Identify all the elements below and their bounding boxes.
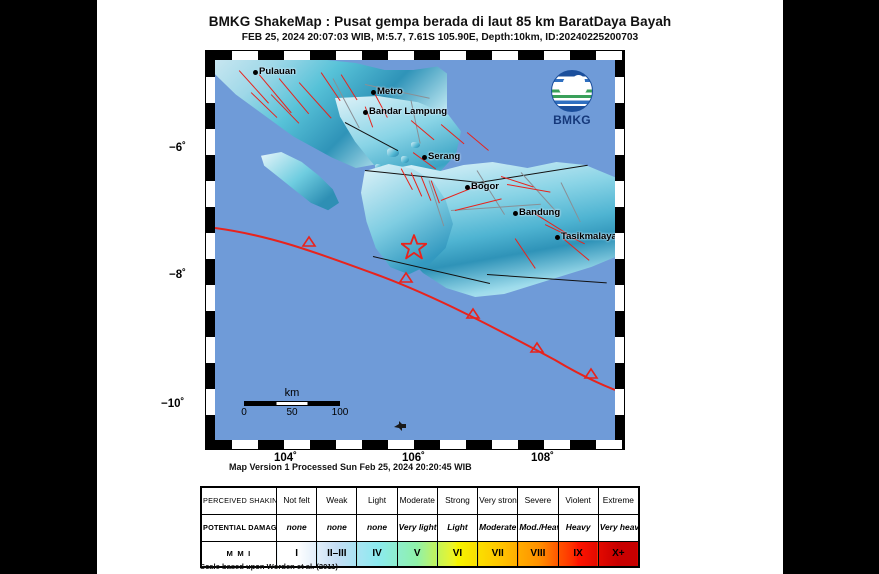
shakemap-page: BMKG ShakeMap : Pusat gempa berada di la… [97,0,783,574]
city-dot [465,185,470,190]
scale-tick-0: 0 [241,407,247,418]
legend-cell-damage-8: Heavy [557,514,599,542]
scale-bar: km 0 50 100 [237,387,348,420]
legend-row-perceived-shaking: PERCEIVED SHAKING Not felt Weak Light Mo… [201,487,640,515]
island-small-3 [375,164,382,170]
legend-cell-shaking-6: Very strong [477,487,519,515]
city-dot [422,155,427,160]
city-dot [513,211,518,216]
legend-row-potential-damage: POTENTIAL DAMAGE none none none Very lig… [201,514,640,542]
legend-cell-mmi-7: VIII [517,541,559,567]
city-dot [371,90,376,95]
island-small-1 [387,148,399,157]
legend-cell-shaking-8: Violent [557,487,599,515]
city-label: Serang [428,151,461,162]
legend-cell-damage-9: Very heavy [597,514,640,542]
legend-rowhead-perceived-shaking: PERCEIVED SHAKING [201,487,277,515]
legend-cell-damage-6: Moderate [477,514,519,542]
page-title: BMKG ShakeMap : Pusat gempa berada di la… [208,14,672,29]
scale-tick-100: 100 [331,407,349,418]
island-small-2 [401,156,409,163]
epicenter-star-icon[interactable] [401,234,427,260]
page-subtitle: FEB 25, 2024 20:07:03 WIB, M:5.7, 7.61S … [241,32,639,43]
scale-bar-graphic [244,401,340,406]
legend-cell-shaking-5: Strong [436,487,479,515]
legend-rowhead-potential-damage: POTENTIAL DAMAGE [201,514,277,542]
city-label: Tasikmalaya [561,231,615,242]
legend-cell-mmi-4: V [396,541,438,567]
bmkg-logo: BMKG [543,70,601,127]
legend-cell-mmi-2: II–III [316,541,358,567]
city-dot [253,70,258,75]
legend-cell-damage-4: Very light [396,514,438,542]
scale-bar-ticks: 0 50 100 [241,407,348,420]
legend-cell-mmi-1: I [275,541,318,567]
offshore-marker-icon [394,421,406,431]
legend-cell-shaking-9: Extreme [597,487,640,515]
legend-cell-mmi-5: VI [436,541,479,567]
city-label: Bogor [471,181,499,192]
y-axis-tick-minus6: −6˚ [169,142,186,154]
legend-cell-mmi-8: IX [557,541,599,567]
legend-cell-damage-2: none [316,514,358,542]
legend-row-mmi: M M I I II–III IV V VI VII VIII IX X+ [201,541,640,567]
city-label: Bandar Lampung [369,106,448,117]
island-small-4 [411,142,420,148]
legend-cell-shaking-7: Severe [517,487,559,515]
map-panel: Pulauan Metro Bandar Lampung Serang Bogo… [205,50,625,450]
x-axis-tick-108: 108˚ [531,452,555,464]
legend-cell-damage-1: none [275,514,318,542]
city-label: Pulauan [259,66,296,77]
legend-cell-mmi-9: X+ [597,541,640,567]
city-dot [555,235,560,240]
bmkg-cloud-icon [559,75,587,94]
scale-bar-unit: km [284,387,300,399]
bmkg-logo-text: BMKG [553,113,591,127]
legend-source-note: Scale based upon Worden et al. (2011) [200,562,338,571]
x-axis-tick-106: 106˚ [402,452,426,464]
map-canvas[interactable]: Pulauan Metro Bandar Lampung Serang Bogo… [215,60,615,440]
y-axis-tick-minus10: −10˚ [161,398,185,410]
legend-cell-mmi-6: VII [477,541,519,567]
legend-cell-damage-5: Light [436,514,479,542]
bmkg-logo-orb-icon [551,70,593,112]
legend-cell-shaking-2: Weak [316,487,358,515]
x-axis-tick-104: 104˚ [274,452,298,464]
legend-cell-shaking-4: Moderate [396,487,438,515]
subduction-trench [215,227,615,391]
city-label: Bandung [519,207,561,218]
map-version-line: Map Version 1 Processed Sun Feb 25, 2024… [229,462,472,472]
legend-cell-damage-7: Mod./Heavy [517,514,559,542]
city-dot [363,110,368,115]
legend-cell-shaking-3: Light [356,487,398,515]
legend-cell-shaking-1: Not felt [275,487,318,515]
scale-tick-50: 50 [286,407,298,418]
mmi-legend-table: PERCEIVED SHAKING Not felt Weak Light Mo… [200,486,640,568]
city-label: Metro [377,86,403,97]
legend-cell-mmi-3: IV [356,541,398,567]
y-axis-tick-minus8: −8˚ [169,269,186,281]
legend-cell-damage-3: none [356,514,398,542]
